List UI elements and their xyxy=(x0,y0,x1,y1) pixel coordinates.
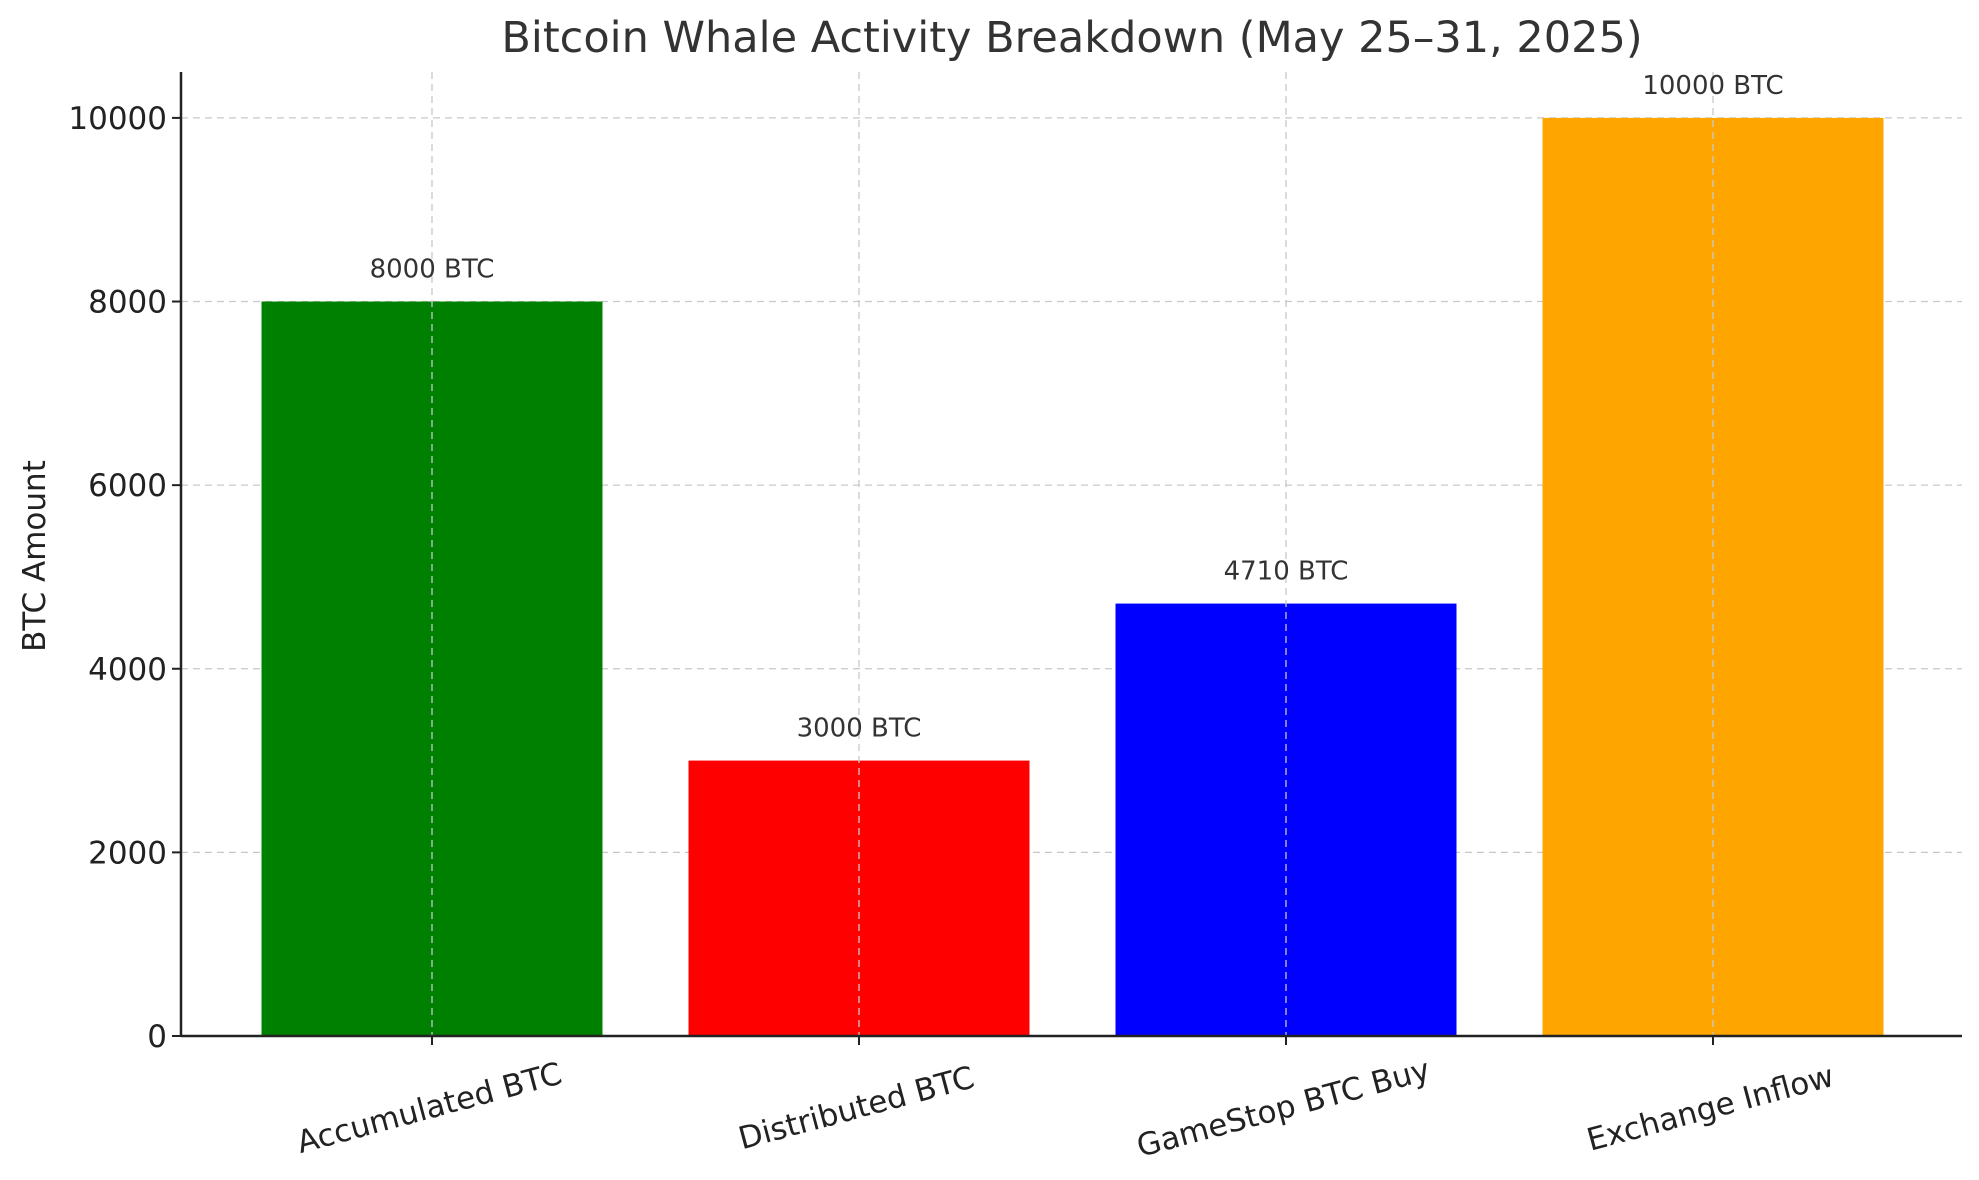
y-tick-label: 8000 xyxy=(88,285,167,321)
x-tick-label: Accumulated BTC xyxy=(293,1056,566,1161)
x-tick-label: GameStop BTC Buy xyxy=(1133,1052,1434,1165)
y-tick-label: 0 xyxy=(147,1019,167,1055)
grid-layer xyxy=(181,117,1962,854)
bar-data-label: 3000 BTC xyxy=(797,714,922,744)
x-tick-label: Exchange Inflow xyxy=(1583,1058,1838,1159)
chart-title: Bitcoin Whale Activity Breakdown (May 25… xyxy=(501,13,1642,63)
y-tick-label: 4000 xyxy=(88,652,167,688)
bar-data-label: 10000 BTC xyxy=(1642,71,1783,101)
x-tick-label: Distributed BTC xyxy=(735,1060,978,1157)
y-tick-label: 10000 xyxy=(68,101,167,137)
y-tick-label: 2000 xyxy=(88,835,167,871)
y-tick-label: 6000 xyxy=(88,468,167,504)
y-axis-label: BTC Amount xyxy=(17,460,53,652)
bar-data-label: 4710 BTC xyxy=(1224,557,1349,587)
vertical-grid-layer xyxy=(431,72,1714,1036)
bar-layer xyxy=(261,117,1884,1036)
bar-data-label: 8000 BTC xyxy=(370,255,495,285)
bar xyxy=(688,760,1030,1036)
axis-layer xyxy=(172,72,1962,1045)
